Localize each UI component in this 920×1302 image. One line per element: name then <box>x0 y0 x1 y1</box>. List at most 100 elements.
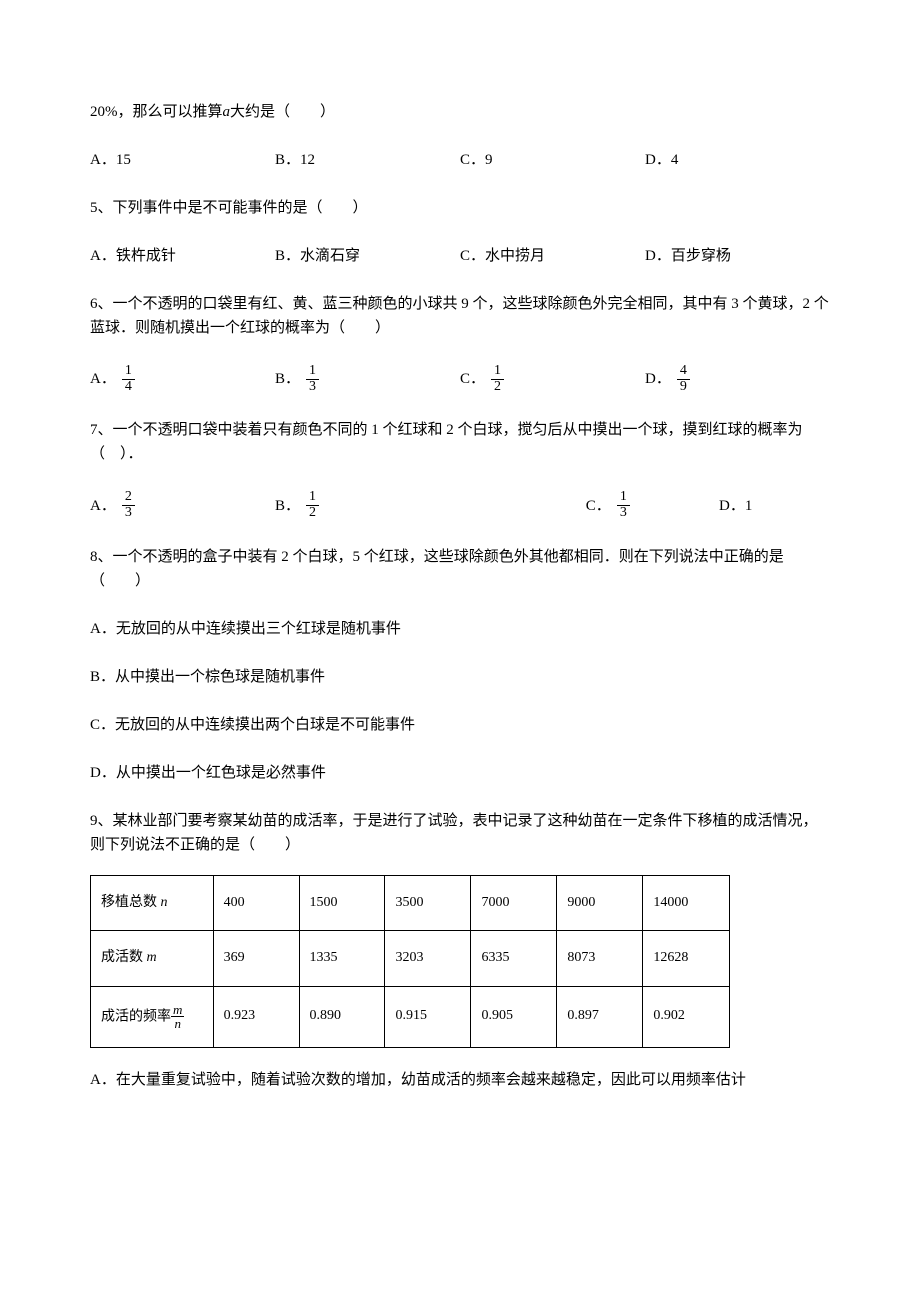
table-cell: 8073 <box>557 931 643 986</box>
option-c: C．9 <box>460 148 645 172</box>
table-cell: 0.890 <box>299 986 385 1047</box>
var: n <box>161 895 168 910</box>
option-label: A．铁杵成针 <box>90 244 176 268</box>
question-pre-tail: 20%，那么可以推算a大约是（ ） <box>90 100 830 124</box>
numerator: 1 <box>617 490 630 506</box>
text: 成活的频率 <box>101 1009 171 1024</box>
table-cell: 0.902 <box>643 986 730 1047</box>
option-label: D．4 <box>645 148 678 172</box>
table-cell: 12628 <box>643 931 730 986</box>
option-d: D． 49 <box>645 364 830 394</box>
option-label: B．水滴石穿 <box>275 244 360 268</box>
option-label: D．百步穿杨 <box>645 244 731 268</box>
option-b: B． 13 <box>275 364 460 394</box>
option-a: A．铁杵成针 <box>90 244 275 268</box>
question-8-stem: 8、一个不透明的盒子中装有 2 个白球，5 个红球，这些球除颜色外其他都相同．则… <box>90 545 830 593</box>
var-a: a <box>223 104 231 120</box>
question-8-option-a: A．无放回的从中连续摸出三个红球是随机事件 <box>90 617 830 641</box>
question-9-stem: 9、某林业部门要考察某幼苗的成活率，于是进行了试验，表中记录了这种幼苗在一定条件… <box>90 809 830 857</box>
question-5-stem: 5、下列事件中是不可能事件的是（ ） <box>90 196 830 220</box>
option-label: A． <box>90 494 116 518</box>
table-cell: 3500 <box>385 875 471 930</box>
question-9-option-a: A．在大量重复试验中，随着试验次数的增加，幼苗成活的频率会越来越稳定，因此可以用… <box>90 1068 830 1092</box>
fraction: 12 <box>491 364 504 394</box>
option-c: C． 12 <box>460 364 645 394</box>
option-label: A． <box>90 367 116 391</box>
var: m <box>147 950 157 965</box>
table-cell: 9000 <box>557 875 643 930</box>
question-6-stem: 6、一个不透明的口袋里有红、黄、蓝三种颜色的小球共 9 个，这些球除颜色外完全相… <box>90 292 830 340</box>
option-c: C． 13 <box>586 490 719 520</box>
option-label: C．水中捞月 <box>460 244 545 268</box>
option-label: D． <box>645 367 671 391</box>
option-b: B．水滴石穿 <box>275 244 460 268</box>
fraction: mn <box>171 1003 184 1031</box>
option-a: A．15 <box>90 148 275 172</box>
option-label: B． <box>275 494 300 518</box>
table-cell: 0.923 <box>213 986 299 1047</box>
fraction: 13 <box>617 490 630 520</box>
row-header: 成活数 m <box>91 931 214 986</box>
table-row: 成活数 m 369 1335 3203 6335 8073 12628 <box>91 931 730 986</box>
denominator: 2 <box>491 380 504 395</box>
denominator: 3 <box>122 506 135 521</box>
option-label: A．15 <box>90 148 131 172</box>
option-label: B． <box>275 367 300 391</box>
table-cell: 400 <box>213 875 299 930</box>
option-label: C． <box>460 367 485 391</box>
table-cell: 1335 <box>299 931 385 986</box>
fraction: 14 <box>122 364 135 394</box>
row-header: 移植总数 n <box>91 875 214 930</box>
denominator: 2 <box>306 506 319 521</box>
table-cell: 6335 <box>471 931 557 986</box>
question-5-options: A．铁杵成针 B．水滴石穿 C．水中捞月 D．百步穿杨 <box>90 244 830 268</box>
table-cell: 1500 <box>299 875 385 930</box>
question-9-table: 移植总数 n 400 1500 3500 7000 9000 14000 成活数… <box>90 875 730 1048</box>
text: 20%，那么可以推算 <box>90 104 223 120</box>
question-6-options: A． 14 B． 13 C． 12 D． 49 <box>90 364 830 394</box>
fraction: 49 <box>677 364 690 394</box>
numerator: 1 <box>306 364 319 380</box>
question-7-stem: 7、一个不透明口袋中装着只有颜色不同的 1 个红球和 2 个白球，搅匀后从中摸出… <box>90 418 830 466</box>
denominator: n <box>172 1017 183 1031</box>
option-d: D．1 <box>719 490 830 520</box>
option-d: D．4 <box>645 148 830 172</box>
option-label: C．9 <box>460 148 493 172</box>
table-cell: 14000 <box>643 875 730 930</box>
numerator: 1 <box>491 364 504 380</box>
denominator: 9 <box>677 380 690 395</box>
table-cell: 0.897 <box>557 986 643 1047</box>
fraction: 23 <box>122 490 135 520</box>
option-c: C．水中捞月 <box>460 244 645 268</box>
table-row: 移植总数 n 400 1500 3500 7000 9000 14000 <box>91 875 730 930</box>
denominator: 4 <box>122 380 135 395</box>
fraction: 13 <box>306 364 319 394</box>
fraction: 12 <box>306 490 319 520</box>
question-8-option-d: D．从中摸出一个红色球是必然事件 <box>90 761 830 785</box>
numerator: m <box>171 1003 184 1018</box>
numerator: 2 <box>122 490 135 506</box>
question-7-options: A． 23 B． 12 C． 13 D．1 <box>90 490 830 520</box>
option-label: C． <box>586 494 611 518</box>
table-cell: 0.915 <box>385 986 471 1047</box>
numerator: 4 <box>677 364 690 380</box>
option-b: B． 12 <box>275 490 586 520</box>
text: 成活数 <box>101 950 147 965</box>
table-row: 成活的频率mn 0.923 0.890 0.915 0.905 0.897 0.… <box>91 986 730 1047</box>
table-cell: 369 <box>213 931 299 986</box>
row-header: 成活的频率mn <box>91 986 214 1047</box>
table-cell: 0.905 <box>471 986 557 1047</box>
question-8-option-c: C．无放回的从中连续摸出两个白球是不可能事件 <box>90 713 830 737</box>
denominator: 3 <box>306 380 319 395</box>
option-d: D．百步穿杨 <box>645 244 830 268</box>
question-8-option-b: B．从中摸出一个棕色球是随机事件 <box>90 665 830 689</box>
numerator: 1 <box>122 364 135 380</box>
text: 大约是（ ） <box>230 104 335 120</box>
option-a: A． 23 <box>90 490 275 520</box>
option-label: D．1 <box>719 494 752 518</box>
denominator: 3 <box>617 506 630 521</box>
option-b: B．12 <box>275 148 460 172</box>
table-cell: 7000 <box>471 875 557 930</box>
numerator: 1 <box>306 490 319 506</box>
option-label: B．12 <box>275 148 315 172</box>
